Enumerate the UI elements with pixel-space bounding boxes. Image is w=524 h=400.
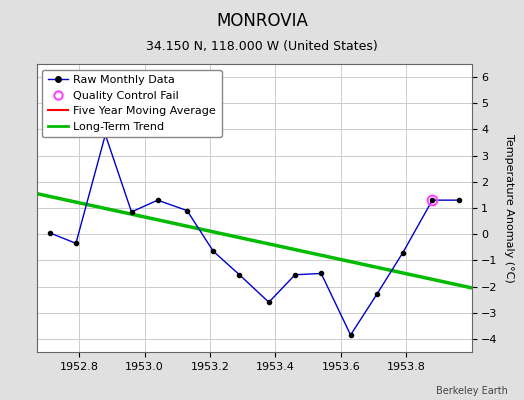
Text: MONROVIA: MONROVIA xyxy=(216,12,308,30)
Text: 34.150 N, 118.000 W (United States): 34.150 N, 118.000 W (United States) xyxy=(146,40,378,53)
Text: Berkeley Earth: Berkeley Earth xyxy=(436,386,508,396)
Y-axis label: Temperature Anomaly (°C): Temperature Anomaly (°C) xyxy=(505,134,515,282)
Legend: Raw Monthly Data, Quality Control Fail, Five Year Moving Average, Long-Term Tren: Raw Monthly Data, Quality Control Fail, … xyxy=(42,70,222,137)
